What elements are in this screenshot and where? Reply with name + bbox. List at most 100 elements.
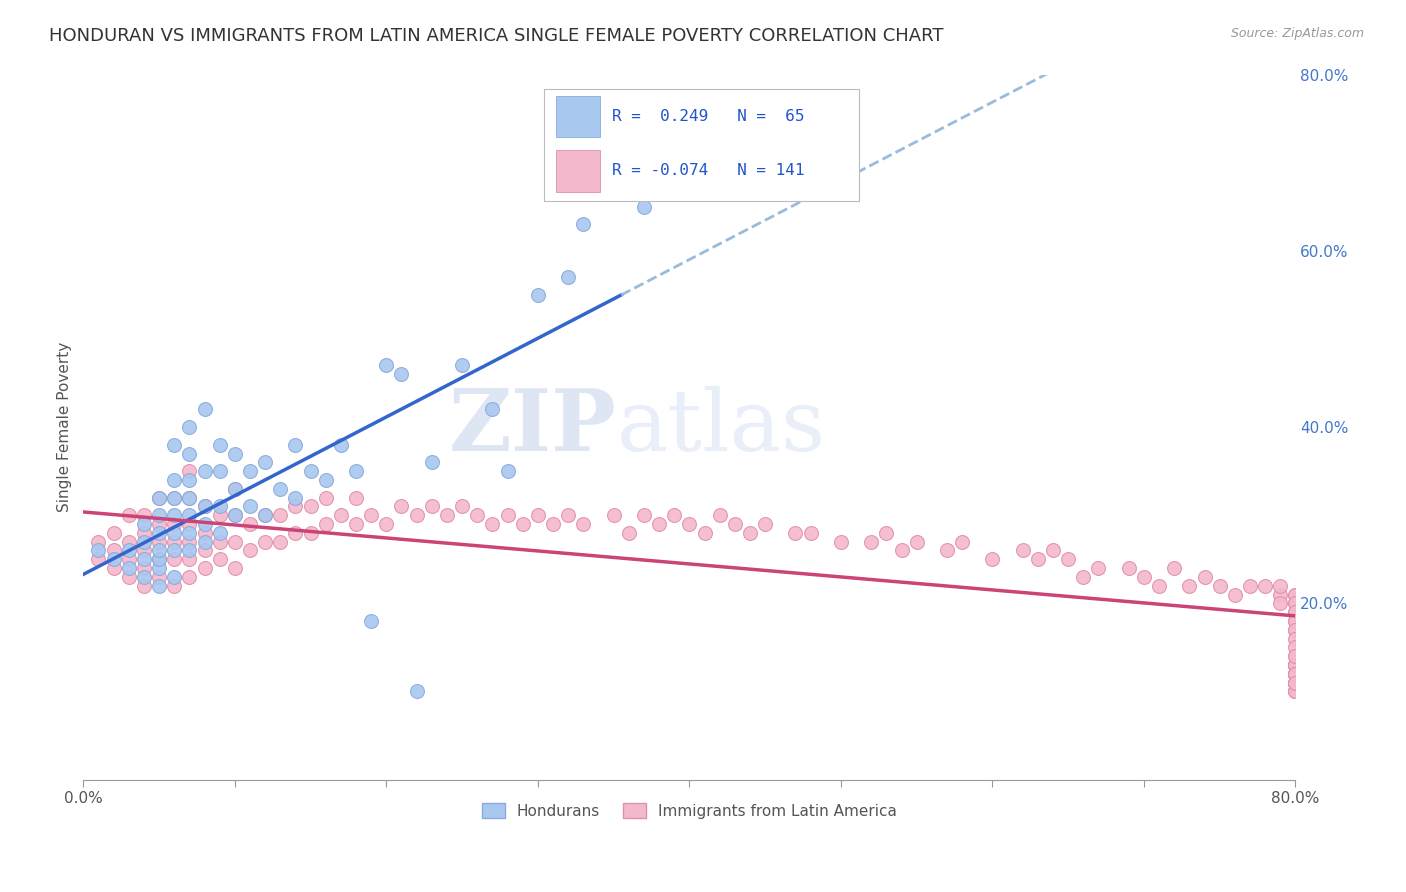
Point (148, 525, 170, 540)
Point (224, 446, 246, 460)
Point (512, 516, 534, 531)
Point (860, 534, 883, 549)
Point (1042, 543, 1064, 558)
Point (239, 500, 262, 514)
Point (193, 464, 215, 478)
Point (936, 543, 959, 558)
Point (193, 534, 215, 549)
Text: R =  0.249   N =  65: R = 0.249 N = 65 (612, 109, 804, 124)
Point (163, 473, 186, 487)
Point (1073, 570, 1095, 584)
Point (224, 508, 246, 523)
Point (163, 491, 186, 505)
Point (950, 534, 973, 549)
Point (1284, 658, 1306, 673)
Point (224, 534, 246, 549)
Point (1223, 588, 1246, 602)
Point (1284, 649, 1306, 664)
Point (103, 552, 125, 566)
Point (800, 525, 823, 540)
Point (179, 491, 201, 505)
Point (148, 552, 170, 566)
Point (148, 491, 170, 505)
Point (148, 516, 170, 531)
Point (208, 500, 231, 514)
Legend: Hondurans, Immigrants from Latin America: Hondurans, Immigrants from Latin America (475, 797, 903, 825)
Point (602, 155, 624, 169)
Point (132, 543, 155, 558)
Point (148, 561, 170, 575)
Point (405, 684, 427, 698)
Point (602, 508, 624, 523)
Point (163, 570, 186, 584)
Point (1284, 675, 1306, 690)
Point (360, 614, 382, 628)
Point (648, 516, 671, 531)
Point (208, 464, 231, 478)
Point (1087, 561, 1109, 575)
Point (163, 552, 186, 566)
Point (527, 508, 550, 523)
Point (193, 402, 215, 417)
Point (617, 525, 640, 540)
Point (1133, 570, 1156, 584)
Point (179, 508, 201, 523)
Point (299, 525, 322, 540)
Point (451, 500, 474, 514)
Point (103, 525, 125, 540)
Point (785, 525, 807, 540)
Point (465, 508, 488, 523)
Point (633, 508, 655, 523)
Point (1284, 684, 1306, 698)
Point (163, 508, 186, 523)
Point (254, 508, 277, 523)
Point (1284, 666, 1306, 681)
Point (179, 420, 201, 434)
Point (179, 491, 201, 505)
Point (193, 561, 215, 575)
Point (1284, 684, 1306, 698)
Point (496, 508, 519, 523)
Point (224, 482, 246, 496)
Point (179, 552, 201, 566)
Y-axis label: Single Female Poverty: Single Female Poverty (58, 342, 72, 512)
Point (118, 508, 141, 523)
Point (436, 508, 458, 523)
Point (451, 359, 474, 373)
Point (208, 525, 231, 540)
Point (208, 534, 231, 549)
Point (481, 516, 503, 531)
Point (163, 491, 186, 505)
Point (163, 579, 186, 593)
Point (1239, 579, 1261, 593)
Text: atlas: atlas (617, 385, 825, 468)
Point (284, 500, 307, 514)
Point (87, 534, 110, 549)
Point (981, 552, 1004, 566)
Point (1254, 579, 1277, 593)
Point (193, 500, 215, 514)
Point (1284, 596, 1306, 610)
Point (132, 525, 155, 540)
Point (1118, 561, 1140, 575)
Text: ZIP: ZIP (449, 385, 617, 469)
Point (148, 534, 170, 549)
Point (1284, 666, 1306, 681)
Point (118, 570, 141, 584)
Point (1284, 675, 1306, 690)
Point (375, 516, 398, 531)
Point (420, 455, 443, 469)
Point (1284, 675, 1306, 690)
Point (1147, 579, 1170, 593)
Point (163, 543, 186, 558)
Point (1284, 623, 1306, 637)
Point (1284, 596, 1306, 610)
Point (1284, 614, 1306, 628)
Point (193, 500, 215, 514)
Point (1284, 658, 1306, 673)
Point (693, 525, 716, 540)
Point (1284, 666, 1306, 681)
Point (224, 482, 246, 496)
Point (193, 516, 215, 531)
Point (148, 552, 170, 566)
